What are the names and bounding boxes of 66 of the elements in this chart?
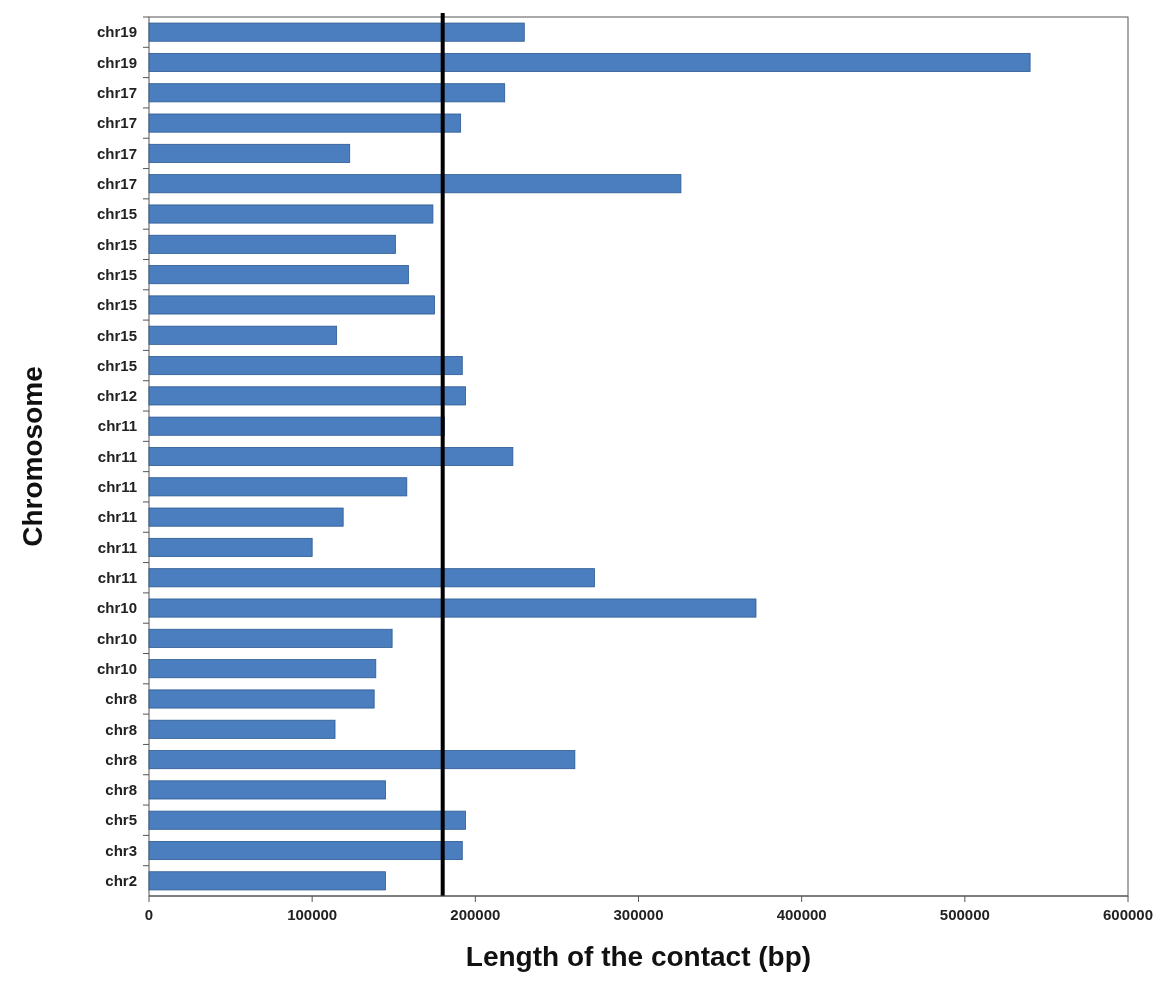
- y-tick-label: chr10: [96, 599, 137, 617]
- bar: [148, 750, 576, 770]
- y-tick-label: chr19: [96, 53, 137, 71]
- bar: [148, 477, 408, 497]
- bar: [148, 841, 463, 861]
- y-tick-label: chr11: [97, 538, 137, 556]
- bar: [148, 356, 463, 376]
- y-tick-label: chr17: [96, 174, 137, 192]
- bar: [148, 22, 525, 42]
- bar: [148, 143, 351, 163]
- bar: [148, 598, 757, 618]
- y-tick-label: chr15: [96, 235, 137, 253]
- y-tick-label: chr17: [96, 84, 137, 102]
- y-tick-label: chr11: [97, 508, 137, 526]
- y-tick-label: chr8: [105, 781, 137, 799]
- y-tick-label: chr11: [97, 447, 137, 465]
- y-tick-label: chr11: [97, 417, 137, 435]
- y-tick-label: chr5: [105, 811, 137, 829]
- y-tick-label: chr19: [96, 23, 137, 41]
- x-tick-label: 0: [144, 906, 154, 923]
- bar: [148, 689, 375, 709]
- x-tick-label: 500000: [939, 906, 990, 923]
- bar: [148, 537, 313, 557]
- bar: [148, 871, 386, 891]
- bar: [148, 325, 338, 345]
- bar: [148, 780, 386, 800]
- bar: [148, 719, 336, 739]
- bar: [148, 386, 466, 406]
- bar: [148, 265, 409, 285]
- y-tick-label: chr17: [96, 114, 137, 132]
- y-tick-label: chr11: [97, 478, 137, 496]
- bar: [148, 628, 393, 648]
- y-tick-label: chr8: [105, 750, 137, 768]
- y-tick-label: chr2: [105, 872, 137, 890]
- y-tick-label: chr15: [96, 265, 137, 283]
- y-tick-label: chr12: [96, 387, 137, 405]
- bar: [148, 507, 344, 527]
- bar: [148, 204, 434, 224]
- y-tick-label: chr3: [105, 841, 137, 859]
- y-tick-label: chr17: [96, 144, 137, 162]
- y-tick-label: chr8: [105, 690, 137, 708]
- y-axis-title: Chromosome: [17, 366, 48, 547]
- bar: [148, 174, 682, 194]
- bar: [148, 52, 1031, 72]
- x-tick-label: 300000: [613, 906, 664, 923]
- x-axis-title: Length of the contact (bp): [465, 941, 812, 972]
- bar: [148, 659, 377, 679]
- bar: [148, 447, 514, 466]
- x-tick-label: 100000: [287, 906, 338, 923]
- x-tick-label: 400000: [776, 906, 827, 923]
- bar: [148, 113, 462, 133]
- y-tick-label: chr11: [97, 568, 137, 586]
- x-tick-label: 600000: [1102, 906, 1154, 923]
- y-tick-label: chr8: [105, 720, 137, 738]
- bar: [148, 234, 396, 254]
- bar: [148, 810, 466, 830]
- y-tick-label: chr15: [96, 356, 137, 374]
- y-tick-label: chr15: [96, 296, 137, 314]
- y-tick-label: chr15: [96, 326, 137, 344]
- y-tick-label: chr10: [96, 659, 137, 677]
- y-tick-label: chr15: [96, 205, 137, 223]
- x-tick-label: 200000: [450, 906, 501, 923]
- bar: [148, 83, 506, 103]
- bar: [148, 568, 595, 588]
- bar: [148, 295, 435, 315]
- y-tick-label: chr10: [96, 629, 137, 647]
